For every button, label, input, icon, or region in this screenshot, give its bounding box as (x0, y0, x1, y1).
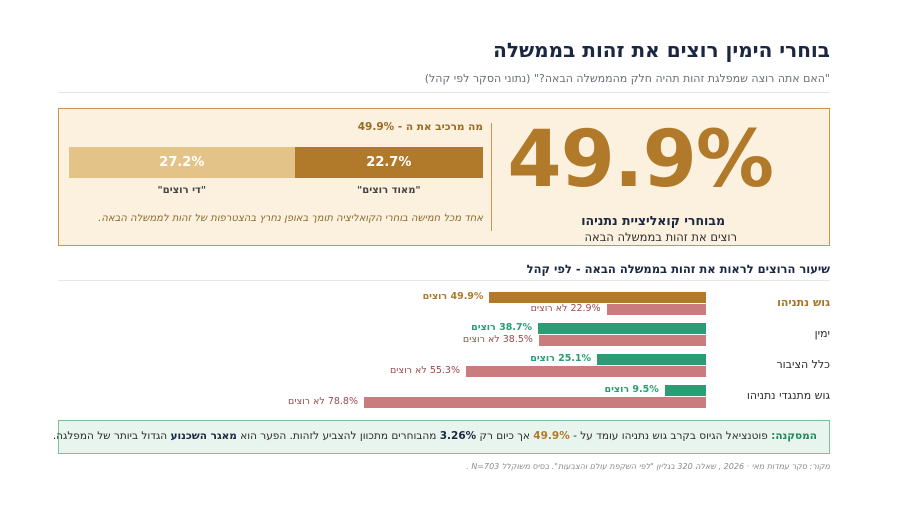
bar-want (664, 385, 706, 396)
conclusion-box: המסקנה: פוטנציאל הגיוס בקרב גוש נתניהו ע… (53, 420, 830, 454)
hero-box: 49.9% מבוחרי קואליציית נתניהו רוצים את ז… (58, 108, 830, 246)
bar-not-want (466, 366, 706, 377)
conclusion-part1: פוטנציאל הגיוס בקרב גוש נתניהו עומד על - (573, 430, 768, 442)
composition-segment: 22.7% (294, 147, 483, 178)
composition-title-value: 49.9% (357, 121, 395, 133)
conclusion-part3: מהבוחרים מתכוון להצביע לזהות. הפער הוא (240, 430, 437, 442)
composition-title-text: מה מרכיב את ה - (397, 121, 483, 133)
conclusion-value2: 3.26% (439, 430, 477, 442)
conclusion-part2: אך כיום רק (479, 430, 530, 442)
bar-value-label: 38.5% לא רוצים (462, 334, 533, 345)
composition-segment: 27.2% (69, 147, 295, 178)
category-label: כלל הציבור (776, 358, 830, 371)
bar-value-label: 9.5% רוצים (604, 384, 659, 395)
category-label: גוש נתניהו (777, 296, 830, 309)
bar-value-label: 38.7% רוצים (471, 322, 533, 333)
bar-not-want (538, 335, 706, 346)
big-stat-sublabel: רוצים את זהות בממשלה הבאה (584, 230, 737, 244)
conclusion-bold: מאגר השכנוע (170, 430, 237, 442)
section-title: שיעור הרוצים לראות את זהות בממשלה הבאה -… (526, 262, 830, 276)
bar-value-label: 25.1% רוצים (530, 353, 592, 364)
source-note: מקור: סקר עמדות מאי · 2026 , שאלה 320 בג… (466, 462, 830, 471)
big-stat-value: 49.9% (507, 115, 774, 205)
composition-note: אחד מכל חמישה בוחרי הקואליציה תומך באופן… (98, 213, 483, 224)
conclusion-text: המסקנה: פוטנציאל הגיוס בקרב גוש נתניהו ע… (53, 430, 817, 442)
bar-value-label: 49.9% רוצים (422, 291, 484, 302)
category-label: ימין (814, 327, 830, 340)
bar-want (538, 323, 706, 334)
composition-title: מה מרכיב את ה - 49.9% (358, 121, 483, 133)
hero-divider (491, 123, 492, 231)
divider (58, 280, 830, 281)
conclusion-lead: המסקנה: (771, 430, 817, 442)
bar-want (597, 354, 706, 365)
composition-segment-label: "די רוצים" (157, 185, 207, 196)
bar-not-want (364, 397, 706, 408)
page-title: בוחרי הימין רוצים את זהות בממשלה (493, 38, 830, 62)
conclusion-part4: הגדול ביותר של המפלגה. (52, 430, 168, 442)
composition-segment-label: "מאוד רוצים" (357, 185, 421, 196)
bar-value-label: 55.3% לא רוצים (390, 365, 460, 376)
bar-want (489, 292, 706, 303)
category-label: גוש מתנגדי נתניהו (746, 389, 830, 402)
infographic-panel: בוחרי הימין רוצים את זהות בממשלה "האם את… (53, 36, 830, 476)
page-subtitle: "האם אתה רוצה שמפלגת זהות תהיה חלק מהממש… (424, 72, 830, 85)
conclusion-value1: 49.9% (533, 430, 570, 442)
bar-value-label: 78.8% לא רוצים (288, 396, 359, 407)
divider (58, 92, 830, 93)
big-stat-label: מבוחרי קואליציית נתניהו (581, 213, 725, 228)
bar-not-want (606, 304, 706, 315)
bar-value-label: 22.9% לא רוצים (530, 303, 601, 314)
